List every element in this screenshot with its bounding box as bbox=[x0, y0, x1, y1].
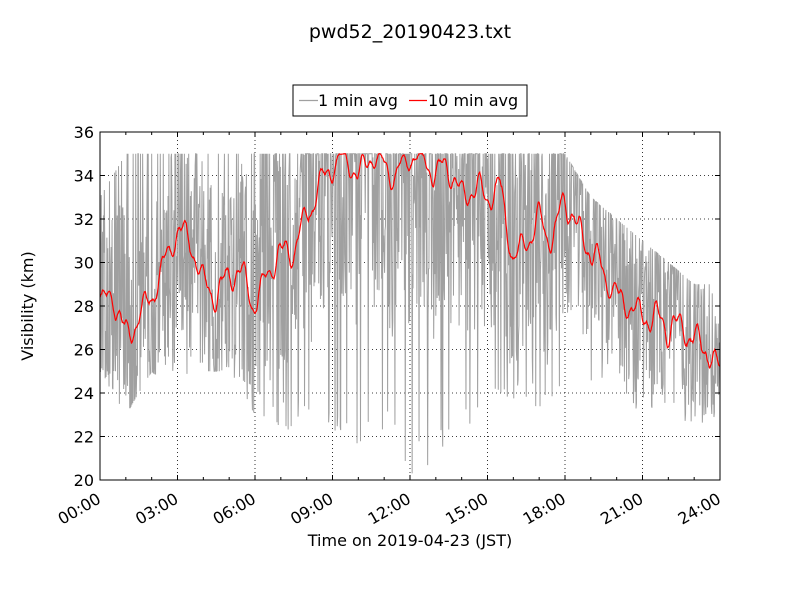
chart-title: pwd52_20190423.txt bbox=[309, 21, 511, 43]
y-axis-label: Visibility (km) bbox=[18, 251, 37, 360]
y-tick-label: 22 bbox=[74, 428, 94, 447]
series-1min-path bbox=[99, 153, 721, 474]
x-tick-label: 00:00 bbox=[55, 489, 104, 529]
legend: 1 min avg 10 min avg bbox=[292, 84, 528, 117]
y-tick-label: 34 bbox=[74, 167, 94, 186]
x-tick-label: 12:00 bbox=[365, 489, 414, 529]
y-tick-label: 26 bbox=[74, 341, 94, 360]
x-tick-label: 24:00 bbox=[675, 489, 724, 529]
x-tick-label: 21:00 bbox=[597, 489, 646, 529]
x-tick-label: 18:00 bbox=[520, 489, 569, 529]
legend-label-1min: 1 min avg bbox=[318, 91, 398, 110]
x-axis-label: Time on 2019-04-23 (JST) bbox=[307, 531, 512, 550]
x-tick-label: 09:00 bbox=[287, 489, 336, 529]
y-tick-label: 20 bbox=[74, 471, 94, 490]
y-tick-label: 32 bbox=[74, 210, 94, 229]
legend-label-10min: 10 min avg bbox=[428, 91, 518, 110]
y-tick-label: 24 bbox=[74, 384, 94, 403]
y-tick-label: 36 bbox=[74, 123, 94, 142]
x-tick-label: 03:00 bbox=[132, 489, 181, 529]
x-tick-label: 06:00 bbox=[210, 489, 259, 529]
y-tick-label: 28 bbox=[74, 297, 94, 316]
x-tick-label: 15:00 bbox=[442, 489, 491, 529]
series-10min-path bbox=[99, 153, 721, 370]
series-1min-line bbox=[99, 153, 721, 474]
y-tick-label: 30 bbox=[74, 254, 94, 273]
series-10min-line bbox=[99, 153, 721, 370]
